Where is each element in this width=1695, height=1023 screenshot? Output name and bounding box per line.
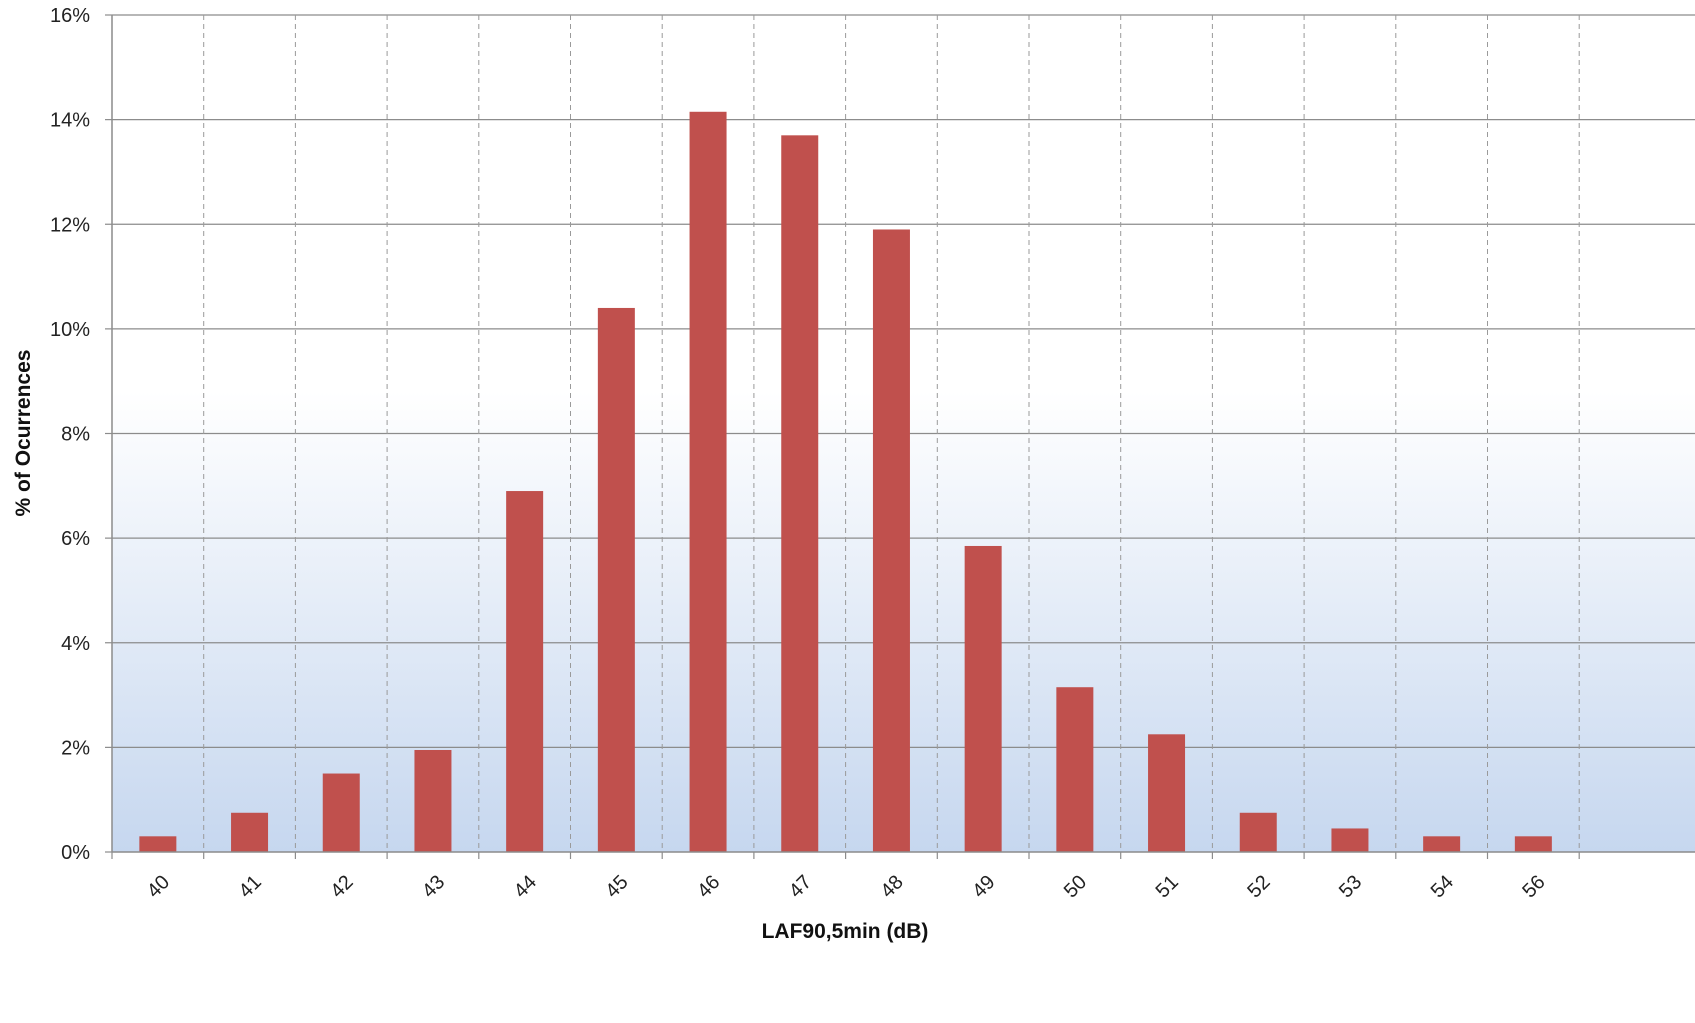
bar-42 [322, 773, 360, 852]
axes [105, 14, 1695, 859]
x-tick-label: 41 [235, 871, 266, 902]
x-tick-label: 45 [601, 871, 632, 902]
x-tick-label: 46 [693, 871, 724, 902]
y-tick-label: 4% [61, 633, 90, 655]
bar-54 [1423, 836, 1461, 852]
x-tick-label: 42 [326, 871, 357, 902]
vertical-gridlines [203, 15, 1580, 852]
x-tick-label: 56 [1518, 871, 1549, 902]
bar-44 [506, 491, 544, 852]
bar-46 [689, 111, 727, 852]
bar-52 [1239, 812, 1277, 852]
x-tick-label: 53 [1335, 871, 1366, 902]
bar-51 [1148, 734, 1186, 852]
x-tick-label: 51 [1152, 871, 1183, 902]
y-tick-label: 14% [50, 110, 90, 132]
x-tick-label: 48 [877, 871, 908, 902]
x-axis-title: LAF90,5min (dB) [762, 920, 929, 943]
bar-41 [231, 812, 269, 852]
bars [139, 111, 1552, 853]
y-tick-label: 16% [50, 5, 90, 27]
x-tick-label: 40 [143, 871, 174, 902]
y-tick-label: 12% [50, 214, 90, 236]
x-tick-label: 54 [1427, 871, 1458, 902]
y-axis-title: % of Ocurrences [12, 350, 35, 517]
bar-45 [597, 307, 635, 852]
x-tick-label: 44 [510, 871, 541, 902]
y-tick-label: 6% [61, 528, 90, 550]
bar-49 [964, 545, 1002, 852]
y-tick-label: 0% [61, 842, 90, 864]
x-tick-label: 50 [1060, 871, 1091, 902]
bar-53 [1331, 828, 1369, 852]
bar-40 [139, 836, 177, 852]
y-tick-label: 2% [61, 737, 90, 759]
x-tick-label: 47 [785, 871, 816, 902]
x-tick-label: 49 [968, 871, 999, 902]
y-tick-labels: 0% 2% 4% 6% 8% 10% 12% 14% 16% [50, 5, 90, 864]
y-tick-label: 10% [50, 319, 90, 341]
y-tick-label: 8% [61, 424, 90, 446]
x-tick-labels: 40 41 42 43 44 45 46 47 48 49 50 51 52 53 54 56 [143, 871, 1550, 902]
bar-50 [1056, 687, 1094, 852]
bar-43 [414, 749, 452, 852]
bar-48 [872, 229, 910, 852]
x-tick-label: 52 [1243, 871, 1274, 902]
bar-47 [781, 135, 819, 853]
x-tick-label: 43 [418, 871, 449, 902]
bar-56 [1514, 836, 1552, 852]
